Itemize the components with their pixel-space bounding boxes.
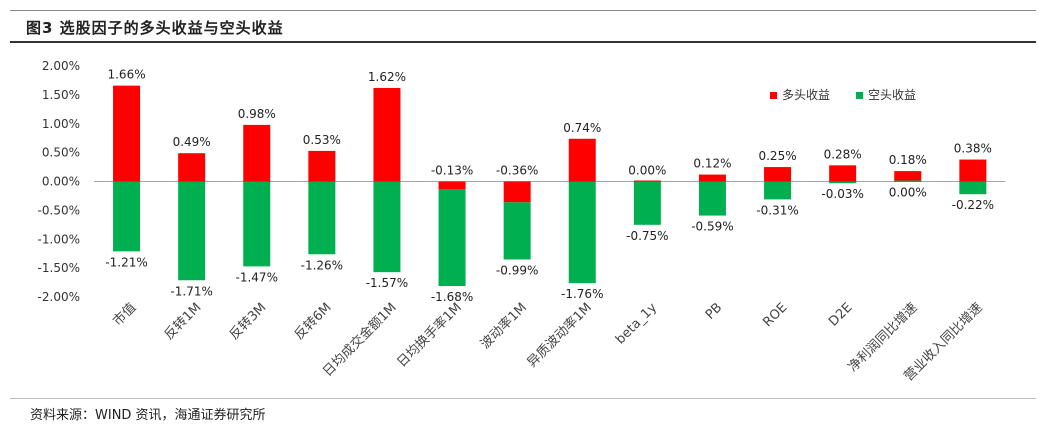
legend: 多头收益 空头收益 xyxy=(770,88,916,102)
short-value-label: -0.99% xyxy=(496,263,538,277)
short-value-label: -1.26% xyxy=(301,258,343,272)
long-bar xyxy=(113,85,141,182)
long-bar xyxy=(243,124,271,182)
short-value-label: -0.75% xyxy=(626,229,668,243)
long-bar xyxy=(308,150,336,182)
short-bar xyxy=(829,181,857,184)
category-label: 波动率1M xyxy=(477,300,530,353)
category-label: 反转6M xyxy=(292,300,335,343)
y-tick-label: 1.00% xyxy=(42,117,80,131)
short-value-label: -0.31% xyxy=(756,203,798,217)
y-tick-label: -0.50% xyxy=(38,203,80,217)
y-tick-label: 1.50% xyxy=(42,88,80,102)
legend-swatch-short xyxy=(856,92,863,99)
short-bar xyxy=(308,181,336,255)
short-value-label: -1.68% xyxy=(431,290,473,304)
long-value-label: 1.66% xyxy=(107,68,145,82)
legend-swatch-long xyxy=(770,92,777,99)
title-top-rule xyxy=(10,10,1036,11)
y-tick-label: 0.00% xyxy=(42,175,80,189)
y-tick-label: -1.00% xyxy=(38,232,80,246)
long-value-label: 0.00% xyxy=(628,164,666,178)
category-label: beta_1y xyxy=(613,300,660,347)
long-value-label: -0.36% xyxy=(496,164,538,178)
short-bar xyxy=(698,181,726,216)
long-bar xyxy=(568,138,596,182)
data-labels: 1.66% -1.21% 0.49% -1.71% 0.98% -1.47% 0.53% -1… xyxy=(105,68,994,304)
category-label: 市值 xyxy=(110,300,140,330)
y-tick-label: -2.00% xyxy=(38,290,80,304)
long-bar xyxy=(373,87,401,182)
long-value-label: 0.98% xyxy=(238,107,276,121)
category-label: 日均换手率1M xyxy=(394,300,465,371)
short-value-label: -0.22% xyxy=(952,198,994,212)
long-value-label: 0.25% xyxy=(758,149,796,163)
short-bar xyxy=(568,181,596,284)
legend-label-long: 多头收益 xyxy=(782,88,830,102)
chart-title: 图3 选股因子的多头收益与空头收益 xyxy=(26,19,284,37)
category-label: 反转1M xyxy=(162,300,205,343)
long-value-label: 0.53% xyxy=(303,133,341,147)
short-bar xyxy=(113,181,141,252)
title-bottom-rule xyxy=(10,41,1036,43)
long-bar xyxy=(178,153,206,182)
category-label: D2E xyxy=(826,300,855,329)
short-value-label: -0.03% xyxy=(821,187,863,201)
category-label: 异质波动率1M xyxy=(524,300,595,371)
long-value-label: 0.12% xyxy=(693,157,731,171)
long-value-label: -0.13% xyxy=(431,164,473,178)
long-bar xyxy=(633,180,661,182)
short-value-label: -0.59% xyxy=(691,220,733,234)
short-bar xyxy=(633,181,661,225)
long-value-label: 0.74% xyxy=(563,121,601,135)
long-value-label: 0.49% xyxy=(173,135,211,149)
long-value-label: 0.18% xyxy=(889,153,927,167)
stacked-bar-chart: 2.00% 1.50% 1.00% 0.50% 0.00% -0.50% -1.00% -1.… xyxy=(38,59,1006,385)
short-value-label: -1.21% xyxy=(105,255,147,269)
short-value-label: -1.76% xyxy=(561,287,603,301)
category-label: 反转3M xyxy=(227,300,270,343)
long-bar xyxy=(894,171,922,182)
short-bar xyxy=(959,181,987,195)
short-value-label: -1.47% xyxy=(236,270,278,284)
short-bar xyxy=(438,189,466,287)
short-bar xyxy=(243,181,271,267)
short-bar xyxy=(373,181,401,273)
long-bar xyxy=(829,165,857,182)
short-bar xyxy=(178,181,206,281)
long-bar xyxy=(698,174,726,182)
category-label: PB xyxy=(703,300,725,322)
y-tick-label: -1.50% xyxy=(38,261,80,275)
source-note: 资料来源：WIND 资讯，海通证券研究所 xyxy=(30,408,266,423)
short-bar xyxy=(764,181,792,200)
category-label: 净利润同比增速 xyxy=(846,300,921,375)
y-tick-label: 2.00% xyxy=(42,59,80,73)
short-value-label: -1.71% xyxy=(170,284,212,298)
bars xyxy=(113,85,987,287)
long-bar xyxy=(959,159,987,182)
title-bar: 图3 选股因子的多头收益与空头收益 xyxy=(0,10,1048,43)
source-rule xyxy=(10,398,1036,399)
long-bar xyxy=(503,181,531,203)
category-label: ROE xyxy=(760,300,790,330)
short-value-label: 0.00% xyxy=(889,186,927,200)
long-bar xyxy=(764,167,792,182)
long-value-label: 1.62% xyxy=(368,70,406,84)
short-bar xyxy=(503,202,531,260)
short-bar xyxy=(894,180,922,182)
short-value-label: -1.57% xyxy=(366,276,408,290)
y-axis: 2.00% 1.50% 1.00% 0.50% 0.00% -0.50% -1.00% -1.… xyxy=(38,59,80,304)
legend-label-short: 空头收益 xyxy=(868,88,916,102)
long-bar xyxy=(438,181,466,190)
long-value-label: 0.28% xyxy=(824,147,862,161)
long-value-label: 0.38% xyxy=(954,142,992,156)
y-tick-label: 0.50% xyxy=(42,146,80,160)
